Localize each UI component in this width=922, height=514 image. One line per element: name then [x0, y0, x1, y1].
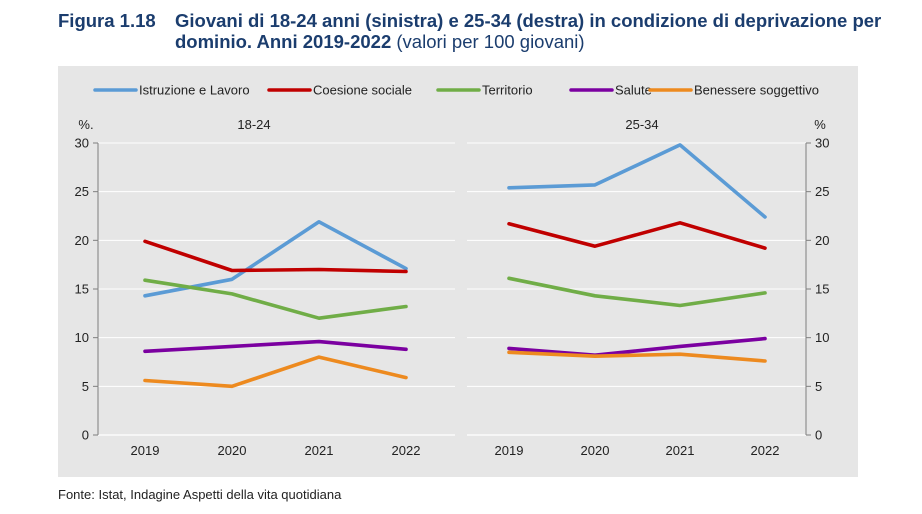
x-tick-label: 2020 [218, 443, 247, 458]
series-line [143, 278, 408, 320]
y-tick-label: 30 [815, 136, 829, 151]
y-tick-label: 0 [815, 428, 822, 443]
x-tick-label: 2019 [495, 443, 524, 458]
y-tick-label: 20 [815, 233, 829, 248]
x-tick-label: 2022 [751, 443, 780, 458]
series-line [143, 355, 408, 389]
series-line [143, 339, 408, 354]
x-tick-label: 2022 [392, 443, 421, 458]
y-tick-label: 25 [815, 184, 829, 199]
series-line [143, 239, 408, 274]
x-tick-label: 2021 [305, 443, 334, 458]
figure-title-bold: Giovani di 18-24 anni (sinistra) e 25-34… [175, 10, 882, 52]
y-tick-label: 25 [75, 184, 89, 199]
line-chart: Istruzione e Lavoro Coesione sociale Terri… [75, 83, 830, 459]
series-line [507, 276, 767, 308]
series-line [507, 143, 767, 219]
series-line [507, 336, 767, 358]
series-line [507, 350, 767, 363]
chart-panel: Istruzione e Lavoro Coesione sociale Terri… [58, 66, 858, 477]
y-tick-label: 30 [75, 136, 89, 151]
y-tick-label: 15 [75, 282, 89, 297]
y-tick-label: 10 [75, 330, 89, 345]
panel-title: 25-34 [625, 117, 658, 132]
legend-label: Benessere soggettivo [694, 83, 819, 98]
y-tick-label: 15 [815, 282, 829, 297]
x-tick-label: 2020 [581, 443, 610, 458]
panel-title: 18-24 [237, 117, 270, 132]
y-tick-label: 20 [75, 233, 89, 248]
y-unit-label: % [814, 117, 826, 132]
figure-title: Giovani di 18-24 anni (sinistra) e 25-34… [175, 10, 915, 52]
figure-number: Figura 1.18 [58, 10, 156, 31]
y-tick-label: 0 [82, 428, 89, 443]
figure-title-normal: (valori per 100 giovani) [396, 31, 585, 52]
legend-label: Coesione sociale [313, 83, 412, 98]
x-tick-label: 2019 [131, 443, 160, 458]
source-note: Fonte: Istat, Indagine Aspetti della vit… [58, 487, 342, 502]
series-line [507, 221, 767, 250]
y-unit-label: %. [78, 117, 93, 132]
y-tick-label: 5 [82, 379, 89, 394]
legend-label: Istruzione e Lavoro [139, 83, 250, 98]
y-tick-label: 5 [815, 379, 822, 394]
y-tick-label: 10 [815, 330, 829, 345]
x-tick-label: 2021 [666, 443, 695, 458]
legend-label: Salute [615, 83, 652, 98]
legend-label: Territorio [482, 83, 533, 98]
